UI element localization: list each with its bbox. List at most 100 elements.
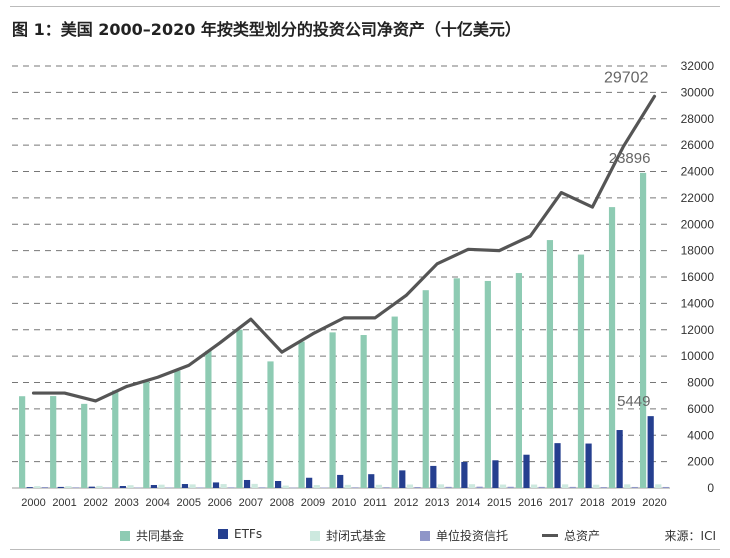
bar-mutual-funds [50, 396, 57, 488]
data-label: 5449 [617, 393, 650, 410]
x-tick-label: 2004 [145, 497, 169, 509]
bar-uit [290, 487, 297, 489]
bar-mutual-funds [205, 350, 212, 488]
legend-swatch-closed-end [310, 530, 320, 541]
y-tick-label: 6000 [687, 402, 714, 416]
x-tick-label: 2000 [21, 497, 45, 509]
x-tick-label: 2015 [487, 497, 511, 509]
y-tick-label: 4000 [687, 428, 714, 442]
legend: 共同基金 ETFs 封闭式基金 单位投资信托 总资产 来源：ICI [0, 524, 730, 546]
x-tick-label: 2016 [518, 497, 542, 509]
x-tick-label: 2019 [611, 497, 635, 509]
bar-mutual-funds [484, 280, 491, 488]
bar-mutual-funds [174, 370, 181, 488]
y-tick-label: 2000 [687, 455, 714, 469]
bar-uit [569, 486, 576, 488]
y-tick-label: 20000 [681, 217, 715, 231]
legend-swatch-mutual-funds [120, 530, 130, 541]
x-tick-label: 2009 [301, 497, 325, 509]
bar-uit [352, 487, 359, 488]
bar-uit [600, 487, 607, 488]
bar-closed-end [313, 485, 320, 488]
y-tick-label: 28000 [681, 112, 715, 126]
bar-mutual-funds [515, 273, 522, 488]
source-note: 来源：ICI [664, 529, 716, 543]
bar-etfs [181, 484, 189, 488]
x-tick-label: 2020 [642, 497, 666, 509]
chart-title: 图 1：美国 2000–2020 年按类型划分的投资公司净资产（十亿美元） [12, 20, 521, 39]
x-tick-label: 2007 [239, 497, 263, 509]
y-tick-label: 8000 [687, 376, 714, 390]
x-tick-label: 2011 [363, 497, 387, 509]
bar-etfs [399, 470, 406, 488]
bar-etfs [337, 474, 344, 488]
bar-etfs [585, 443, 592, 488]
bar-closed-end [530, 484, 538, 488]
bar-etfs [212, 482, 220, 488]
y-tick-label: 32000 [681, 59, 715, 73]
bar-uit [662, 486, 669, 488]
total-assets-line [31, 94, 657, 403]
x-tick-label: 2012 [394, 497, 418, 509]
bar-etfs [368, 474, 375, 488]
y-tick-label: 14000 [681, 296, 715, 310]
data-label: 29702 [604, 69, 649, 86]
bar-etfs [492, 460, 499, 488]
y-tick-label: 16000 [681, 270, 715, 284]
legend-item-uit: 单位投资信托 [420, 527, 508, 544]
bar-uit [321, 487, 328, 488]
bar-mutual-funds [112, 390, 119, 488]
bar-uit [41, 487, 49, 488]
legend-label-total: 总资产 [564, 529, 601, 543]
bar-uit [538, 486, 545, 488]
bar-closed-end [127, 485, 134, 488]
y-tick-label: 0 [707, 481, 714, 495]
bar-etfs [616, 430, 623, 488]
bar-closed-end [65, 486, 72, 488]
bar-mutual-funds [81, 403, 88, 488]
bar-uit [72, 487, 80, 488]
bar-mutual-funds [422, 290, 429, 488]
bar-etfs [306, 477, 313, 488]
bar-closed-end [593, 484, 600, 488]
bar-uit [259, 487, 266, 488]
bar-closed-end [562, 484, 569, 488]
legend-label-closed-end: 封闭式基金 [326, 529, 387, 543]
bar-etfs [57, 486, 64, 488]
bar-uit [197, 487, 204, 488]
bar-uit [631, 486, 638, 488]
legend-swatch-etfs [218, 529, 228, 539]
bar-mutual-funds [546, 240, 554, 488]
data-label: 23896 [609, 150, 651, 167]
bar-closed-end [468, 484, 476, 488]
bar-uit [507, 486, 514, 488]
bar-mutual-funds [453, 278, 460, 488]
bar-etfs [647, 416, 654, 488]
bar-mutual-funds [19, 396, 26, 488]
x-tick-label: 2014 [456, 497, 480, 509]
legend-swatch-uit [420, 530, 430, 541]
bar-etfs [523, 454, 530, 488]
bar-closed-end [344, 484, 351, 488]
x-tick-label: 2006 [208, 497, 232, 509]
bar-etfs [88, 486, 95, 488]
bar-etfs [275, 481, 282, 488]
x-tick-label: 2008 [270, 497, 294, 509]
x-tick-label: 2010 [332, 497, 356, 509]
bar-closed-end [220, 484, 227, 488]
legend-label-uit: 单位投资信托 [436, 529, 509, 543]
legend-label-etfs: ETFs [234, 527, 263, 541]
y-tick-label: 18000 [681, 244, 715, 258]
bar-uit [476, 486, 483, 488]
legend-item-total: 总资产 [542, 527, 600, 544]
bar-mutual-funds [608, 207, 616, 489]
bar-mutual-funds [143, 381, 150, 488]
bar-etfs [243, 479, 251, 488]
x-tick-label: 2013 [425, 497, 449, 509]
bar-etfs [554, 443, 561, 488]
bar-uit [166, 487, 173, 489]
bar-closed-end [624, 484, 631, 488]
bar-uit [383, 487, 390, 488]
bar-closed-end [96, 485, 103, 488]
